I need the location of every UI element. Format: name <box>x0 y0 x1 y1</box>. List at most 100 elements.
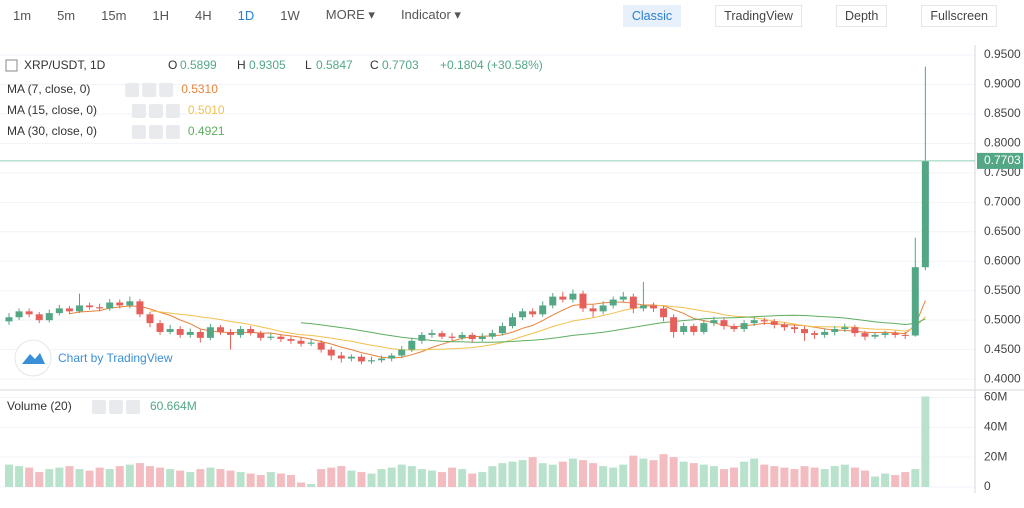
candle-body <box>529 311 537 315</box>
volume-bar <box>780 467 789 487</box>
candle-body <box>408 340 416 350</box>
view-button[interactable]: Classic <box>622 5 682 27</box>
volume-bar <box>649 460 658 487</box>
candle-body <box>388 355 396 359</box>
candle-body <box>549 296 557 306</box>
volume-bar <box>740 461 749 487</box>
volume-bar <box>5 464 13 487</box>
volume-bar <box>156 467 165 487</box>
candle-body <box>811 333 819 335</box>
candle-body <box>65 308 73 312</box>
candle-body <box>639 305 647 309</box>
candle-body <box>740 323 748 330</box>
last-price-box <box>977 152 1023 169</box>
view-button[interactable]: TradingView <box>715 5 802 27</box>
candle-body <box>55 308 63 314</box>
volume-bar <box>609 467 618 487</box>
candle-body <box>730 326 738 330</box>
candle-body <box>851 327 859 334</box>
candle-body <box>307 342 315 344</box>
interval-button[interactable]: 15m <box>101 7 127 23</box>
candle-body <box>25 311 33 315</box>
volume-bar <box>619 464 628 487</box>
volume-bar <box>377 469 386 487</box>
y-tick-label: 0.9500 <box>984 47 1021 61</box>
volume-bar <box>800 466 809 487</box>
candle-body <box>539 305 547 315</box>
interval-button[interactable]: 1D <box>237 7 255 23</box>
volume-bar <box>407 466 416 487</box>
candle-body <box>921 160 929 268</box>
y-tick-label: 0.4500 <box>984 342 1021 356</box>
candle-body <box>75 305 83 312</box>
indicator-icon <box>92 400 106 414</box>
volume-bar <box>196 469 205 487</box>
interval-button[interactable]: 1m <box>13 7 32 23</box>
interval-button[interactable]: 1W <box>280 7 300 23</box>
volume-bar <box>45 469 54 487</box>
candle-body <box>428 333 436 335</box>
indicator-value: 0.4921 <box>188 124 225 138</box>
more-menu[interactable]: MORE ▾ <box>325 7 375 22</box>
candle-body <box>458 334 466 338</box>
volume-bar <box>599 466 608 487</box>
view-button[interactable]: Fullscreen <box>921 5 997 27</box>
y-tick-label: 0.9000 <box>984 77 1021 91</box>
y-tick-label: 0.6000 <box>984 253 1021 267</box>
volume-bar <box>286 475 295 487</box>
candle-body <box>378 358 386 361</box>
y-tick-label: 0.5500 <box>984 283 1021 297</box>
candle-body <box>680 326 688 332</box>
volume-bar <box>770 466 779 487</box>
candle-body <box>750 320 758 324</box>
volume-bar <box>458 469 467 487</box>
interval-button[interactable]: 1H <box>152 7 170 23</box>
indicator-name: MA (15, close, 0) <box>7 103 97 117</box>
view-buttons: Classic TradingView Depth Fullscreen <box>610 5 1010 27</box>
candle-body <box>45 313 53 321</box>
volume-bar <box>911 469 920 487</box>
view-button[interactable]: Depth <box>835 5 888 27</box>
y-tick-label: 0.8500 <box>984 106 1021 120</box>
ohlc-key: H <box>237 58 246 72</box>
volume-bar <box>236 472 245 487</box>
volume-bar <box>790 469 799 487</box>
candle-body <box>498 326 506 334</box>
volume-bar <box>317 469 326 487</box>
candle-body <box>871 334 879 337</box>
candle-body <box>337 355 345 359</box>
candle-body <box>629 296 637 309</box>
candle-body <box>478 336 486 340</box>
candle-body <box>690 326 698 332</box>
candle-body <box>196 331 204 338</box>
volume-bar <box>357 472 366 487</box>
volume-bar <box>367 473 376 487</box>
interval-button[interactable]: 4H <box>195 7 212 23</box>
indicator-icon <box>126 400 140 414</box>
ohlc-value: 0.9305 <box>249 58 286 72</box>
volume-bar <box>699 464 708 487</box>
candle-body <box>96 307 104 309</box>
volume-tick-label: 60M <box>984 390 1007 404</box>
candle-body <box>831 329 839 332</box>
symbol: XRP/USDT, 1D <box>24 58 106 72</box>
volume-bar <box>679 461 688 487</box>
candle-body <box>579 293 587 309</box>
volume-tick-label: 20M <box>984 449 1007 463</box>
indicator-icon <box>109 400 123 414</box>
candle-body <box>237 329 245 335</box>
candle-body <box>327 349 335 356</box>
candle-body <box>126 301 134 306</box>
volume-bar <box>95 467 104 487</box>
candle-body <box>186 331 194 335</box>
volume-bar <box>689 463 698 487</box>
indicator-menu[interactable]: Indicator ▾ <box>400 7 461 22</box>
indicator-icon <box>131 125 146 139</box>
volume-bar <box>226 470 235 487</box>
candle-body <box>710 320 718 324</box>
candle-body <box>700 323 708 332</box>
indicator-icon <box>165 125 180 139</box>
candle-body <box>770 321 778 325</box>
volume-bar <box>518 460 527 487</box>
interval-button[interactable]: 5m <box>57 7 76 23</box>
